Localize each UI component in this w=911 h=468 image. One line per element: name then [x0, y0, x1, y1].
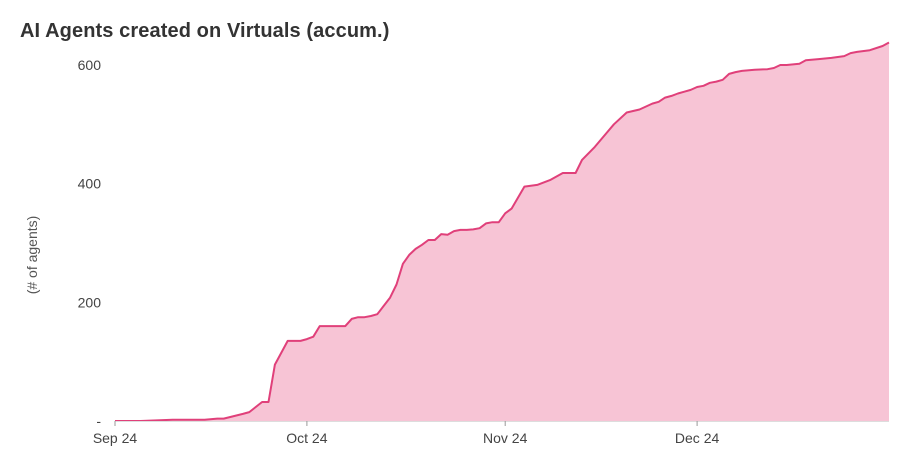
x-tick-label: Sep 24	[93, 430, 138, 446]
x-tick-label: Dec 24	[675, 430, 720, 446]
chart-title: AI Agents created on Virtuals (accum.)	[20, 20, 390, 42]
series-line	[115, 41, 890, 422]
y-tick-label: 400	[78, 176, 102, 192]
x-tick-label: Nov 24	[483, 430, 528, 446]
x-tick-label: Oct 24	[286, 430, 327, 446]
y-tick-label: 600	[78, 57, 102, 73]
y-tick-label: -	[96, 413, 101, 429]
area-fill	[115, 42, 889, 421]
y-tick-label: 200	[78, 294, 102, 310]
